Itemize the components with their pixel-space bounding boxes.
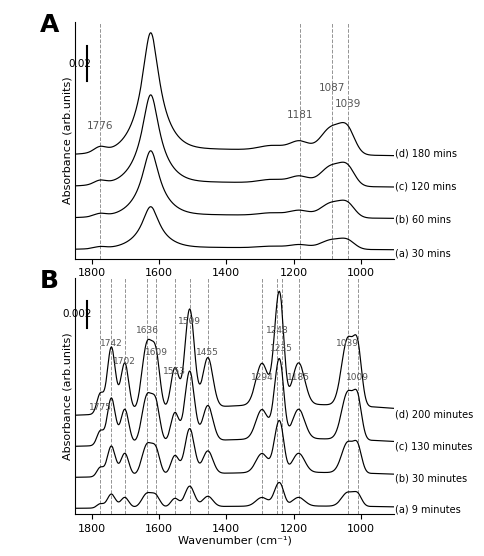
Text: 1181: 1181	[287, 110, 313, 120]
X-axis label: Wavenumber (cm⁻¹): Wavenumber (cm⁻¹)	[178, 280, 292, 290]
Text: 1294: 1294	[251, 374, 273, 383]
Text: (d) 180 mins: (d) 180 mins	[395, 148, 457, 158]
Text: 1775: 1775	[89, 403, 112, 412]
Text: 1509: 1509	[178, 317, 201, 326]
Y-axis label: Absorbance (arb.units): Absorbance (arb.units)	[62, 332, 72, 460]
Text: 1553: 1553	[164, 366, 186, 375]
Text: 1636: 1636	[136, 326, 158, 335]
Text: 1742: 1742	[100, 339, 123, 349]
Text: 1039: 1039	[336, 339, 359, 349]
Text: (a) 9 minutes: (a) 9 minutes	[395, 505, 461, 515]
Text: (b) 30 minutes: (b) 30 minutes	[395, 473, 467, 483]
Y-axis label: Absorbance (arb.units): Absorbance (arb.units)	[62, 77, 72, 204]
Text: 1087: 1087	[318, 83, 345, 93]
Text: (c) 120 mins: (c) 120 mins	[395, 182, 456, 192]
Text: 1776: 1776	[87, 121, 113, 131]
Text: 1039: 1039	[334, 99, 361, 109]
Text: B: B	[40, 269, 59, 292]
Text: A: A	[40, 13, 59, 37]
X-axis label: Wavenumber (cm⁻¹): Wavenumber (cm⁻¹)	[178, 535, 292, 545]
Text: 1235: 1235	[271, 344, 293, 353]
Text: 1009: 1009	[347, 374, 369, 383]
Text: (d) 200 minutes: (d) 200 minutes	[395, 410, 473, 420]
Text: (c) 130 minutes: (c) 130 minutes	[395, 441, 472, 451]
Text: (b) 60 mins: (b) 60 mins	[395, 215, 451, 225]
Text: 0.002: 0.002	[62, 309, 92, 319]
Text: 1455: 1455	[197, 349, 219, 358]
Text: 1248: 1248	[266, 326, 289, 335]
Text: 1702: 1702	[113, 358, 136, 366]
Text: (a) 30 mins: (a) 30 mins	[395, 248, 451, 258]
Text: 1609: 1609	[145, 349, 167, 358]
Text: 1185: 1185	[287, 374, 310, 383]
Text: 0.02: 0.02	[69, 58, 92, 68]
